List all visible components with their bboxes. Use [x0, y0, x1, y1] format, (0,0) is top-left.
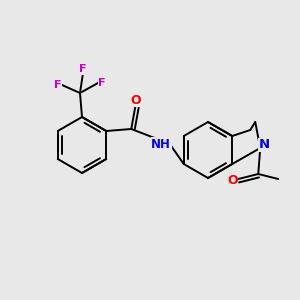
Text: O: O — [130, 94, 141, 106]
Text: N: N — [259, 139, 270, 152]
Text: F: F — [98, 78, 106, 88]
Text: O: O — [227, 175, 238, 188]
Text: F: F — [79, 64, 87, 74]
Text: NH: NH — [151, 137, 171, 151]
Text: F: F — [54, 80, 62, 90]
